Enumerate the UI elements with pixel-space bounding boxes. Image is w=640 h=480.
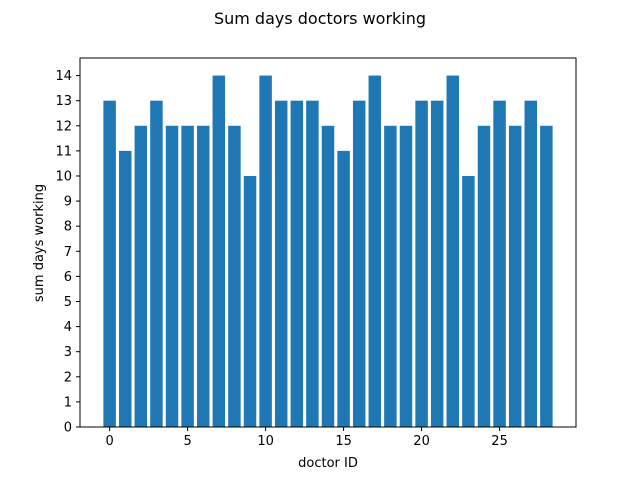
y-tick-label: 13 [55, 94, 72, 109]
bar [290, 100, 304, 428]
bar [399, 125, 413, 427]
bar [415, 100, 428, 428]
y-tick-label: 9 [64, 195, 72, 210]
bar [352, 100, 366, 428]
bar [134, 125, 148, 427]
bar [196, 125, 210, 427]
bar [274, 100, 288, 428]
y-tick-label: 5 [64, 295, 72, 310]
bar [228, 125, 241, 427]
y-tick-label: 11 [55, 144, 72, 159]
x-tick-label: 20 [413, 434, 430, 449]
bar [103, 100, 116, 428]
bar [524, 100, 538, 428]
x-tick-label: 25 [491, 434, 508, 449]
chart-title: Sum days doctors working [214, 9, 426, 28]
y-tick-label: 2 [64, 370, 72, 385]
bar [243, 175, 257, 427]
bar [118, 150, 132, 427]
y-tick-label: 8 [64, 220, 72, 235]
bar [446, 75, 460, 428]
bar [430, 100, 444, 428]
y-tick-label: 4 [64, 320, 72, 335]
bar [212, 75, 226, 428]
bar [337, 150, 350, 427]
y-tick-label: 10 [55, 169, 72, 184]
x-axis-label: doctor ID [298, 456, 358, 471]
y-tick-label: 1 [64, 395, 72, 410]
bar [165, 125, 179, 427]
y-axis-label: sum days working [32, 184, 47, 302]
y-tick-label: 3 [64, 345, 72, 360]
x-tick-label: 5 [183, 434, 191, 449]
bar [540, 125, 553, 427]
y-tick-label: 12 [55, 119, 72, 134]
bar [150, 100, 163, 428]
bar [477, 125, 491, 427]
y-tick-label: 14 [55, 69, 72, 84]
x-tick-label: 15 [335, 434, 352, 449]
x-axis-ticks: 0 5 10 15 20 25 [105, 427, 508, 449]
bar [181, 125, 194, 427]
y-tick-label: 0 [64, 421, 72, 436]
bar [259, 75, 272, 428]
bar [508, 125, 522, 427]
bar [306, 100, 319, 428]
bar [493, 100, 506, 428]
bar [321, 125, 335, 427]
y-tick-label: 7 [64, 245, 72, 260]
x-tick-label: 10 [257, 434, 274, 449]
plot-frame [79, 57, 577, 428]
bars-group [103, 75, 553, 428]
bar [462, 175, 475, 427]
bar [368, 75, 382, 428]
x-tick-label: 0 [105, 434, 113, 449]
bar [384, 125, 397, 427]
y-tick-label: 6 [64, 270, 72, 285]
